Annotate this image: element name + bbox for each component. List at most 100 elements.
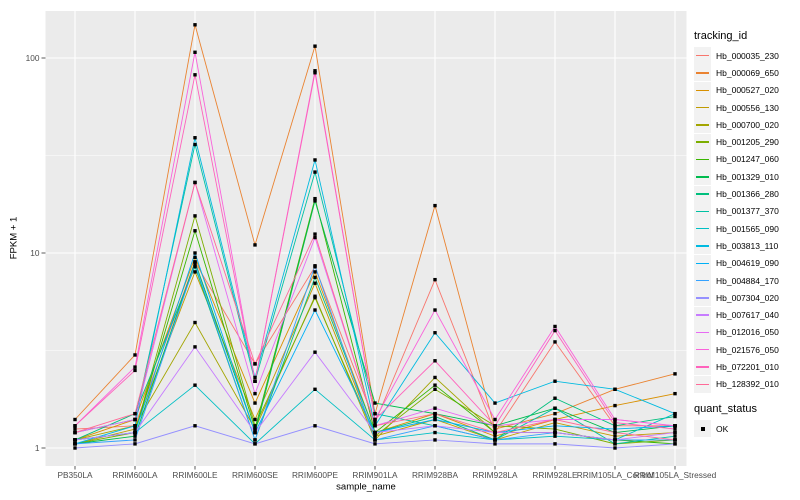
data-point [313, 44, 317, 48]
data-point [193, 260, 197, 264]
legend-tracking-id: tracking_id Hb_000035_230 Hb_000069_650 Hb… [694, 30, 779, 393]
legend-item-Hb_000069_650: Hb_000069_650 [694, 64, 779, 82]
legend-line-sample [696, 54, 709, 57]
legend-key-swatch [694, 116, 711, 134]
legend-item-Hb_001377_370: Hb_001377_370 [694, 202, 779, 220]
data-point [253, 430, 257, 435]
legend-item-Hb_004884_170: Hb_004884_170 [694, 272, 779, 289]
legend-item-Hb_001205_290: Hb_001205_290 [694, 133, 779, 151]
legend-key-swatch [694, 99, 711, 117]
legend-line-sample [696, 158, 709, 161]
legend-line-sample [696, 348, 709, 351]
data-point [373, 434, 377, 438]
legend-item-Hb_004619_090: Hb_004619_090 [694, 254, 779, 272]
legend-line-sample [696, 331, 709, 334]
legend-line-sample [696, 89, 709, 92]
data-point [133, 427, 137, 431]
data-point [673, 411, 677, 416]
data-point [493, 438, 497, 442]
data-point [313, 350, 317, 354]
data-point [313, 199, 317, 203]
data-point [193, 320, 197, 325]
data-point [193, 136, 197, 140]
data-point [193, 255, 197, 260]
data-point [373, 438, 377, 442]
y-tick-label: 1 [35, 443, 40, 453]
legend-item-label: OK [716, 423, 729, 434]
x-tick-label: PB350LA [57, 470, 93, 480]
data-point [433, 411, 437, 416]
data-point [433, 203, 437, 208]
data-point [433, 424, 437, 428]
legend-line-sample [696, 245, 709, 247]
data-point [613, 403, 617, 408]
data-point [193, 383, 197, 387]
data-point [253, 362, 257, 366]
legend-quant-title: quant_status [694, 403, 757, 415]
data-point [193, 214, 197, 218]
data-point [73, 438, 77, 442]
data-point [613, 420, 617, 425]
data-point [553, 406, 557, 410]
data-point [373, 420, 377, 425]
data-point [253, 401, 257, 405]
data-point [73, 430, 77, 435]
data-point [313, 308, 317, 312]
legend-item-quant-OK: OK [694, 420, 757, 438]
data-point [493, 442, 497, 446]
data-point [493, 434, 497, 438]
data-point [553, 324, 557, 329]
legend-item-label: Hb_001377_370 [716, 206, 779, 217]
data-point [553, 417, 557, 422]
data-point [673, 442, 677, 446]
legend-key-swatch [694, 375, 711, 393]
data-point [133, 353, 137, 357]
data-point [373, 401, 377, 405]
data-point [373, 417, 377, 422]
legend-line-sample [696, 297, 709, 299]
legend-item-label: Hb_001565_090 [716, 223, 779, 234]
data-point [553, 340, 557, 344]
data-point [373, 411, 377, 416]
data-point [253, 424, 257, 428]
data-point [553, 427, 557, 431]
data-point [133, 424, 137, 428]
black-square-point-icon [700, 426, 705, 431]
legend-quant-items: OK [694, 420, 757, 438]
data-point [313, 158, 317, 162]
legend-item-label: Hb_004619_090 [716, 258, 779, 269]
data-point [433, 277, 437, 282]
data-point [373, 430, 377, 435]
data-point [313, 387, 317, 391]
x-tick-label: RRIM928LA [472, 470, 518, 480]
data-point [253, 243, 257, 247]
legend-item-Hb_072201_010: Hb_072201_010 [694, 358, 779, 376]
data-point [193, 270, 197, 274]
data-point [253, 438, 257, 442]
data-point [253, 417, 257, 422]
legend-item-Hb_001565_090: Hb_001565_090 [694, 220, 779, 238]
legend-item-Hb_000700_020: Hb_000700_020 [694, 116, 779, 134]
data-point [133, 411, 137, 416]
data-point [73, 424, 77, 428]
data-point [553, 424, 557, 428]
data-point [313, 275, 317, 280]
y-tick-label: 10 [30, 248, 40, 258]
x-tick-label: RRIM105LA_Control [577, 470, 654, 480]
data-point [253, 427, 257, 431]
legend-key-swatch [694, 64, 711, 82]
data-point [493, 424, 497, 428]
legend-key-swatch [694, 237, 711, 255]
data-point [313, 295, 317, 300]
data-point [193, 424, 197, 428]
legend-key-swatch [694, 420, 711, 438]
data-point [673, 391, 677, 396]
data-point [133, 438, 137, 442]
data-point [433, 430, 437, 435]
data-point [673, 430, 677, 435]
data-point [433, 417, 437, 422]
legend-item-Hb_000527_020: Hb_000527_020 [694, 81, 779, 99]
legend-item-label: Hb_001329_010 [716, 171, 779, 182]
data-point [313, 270, 317, 274]
data-point [133, 442, 137, 446]
